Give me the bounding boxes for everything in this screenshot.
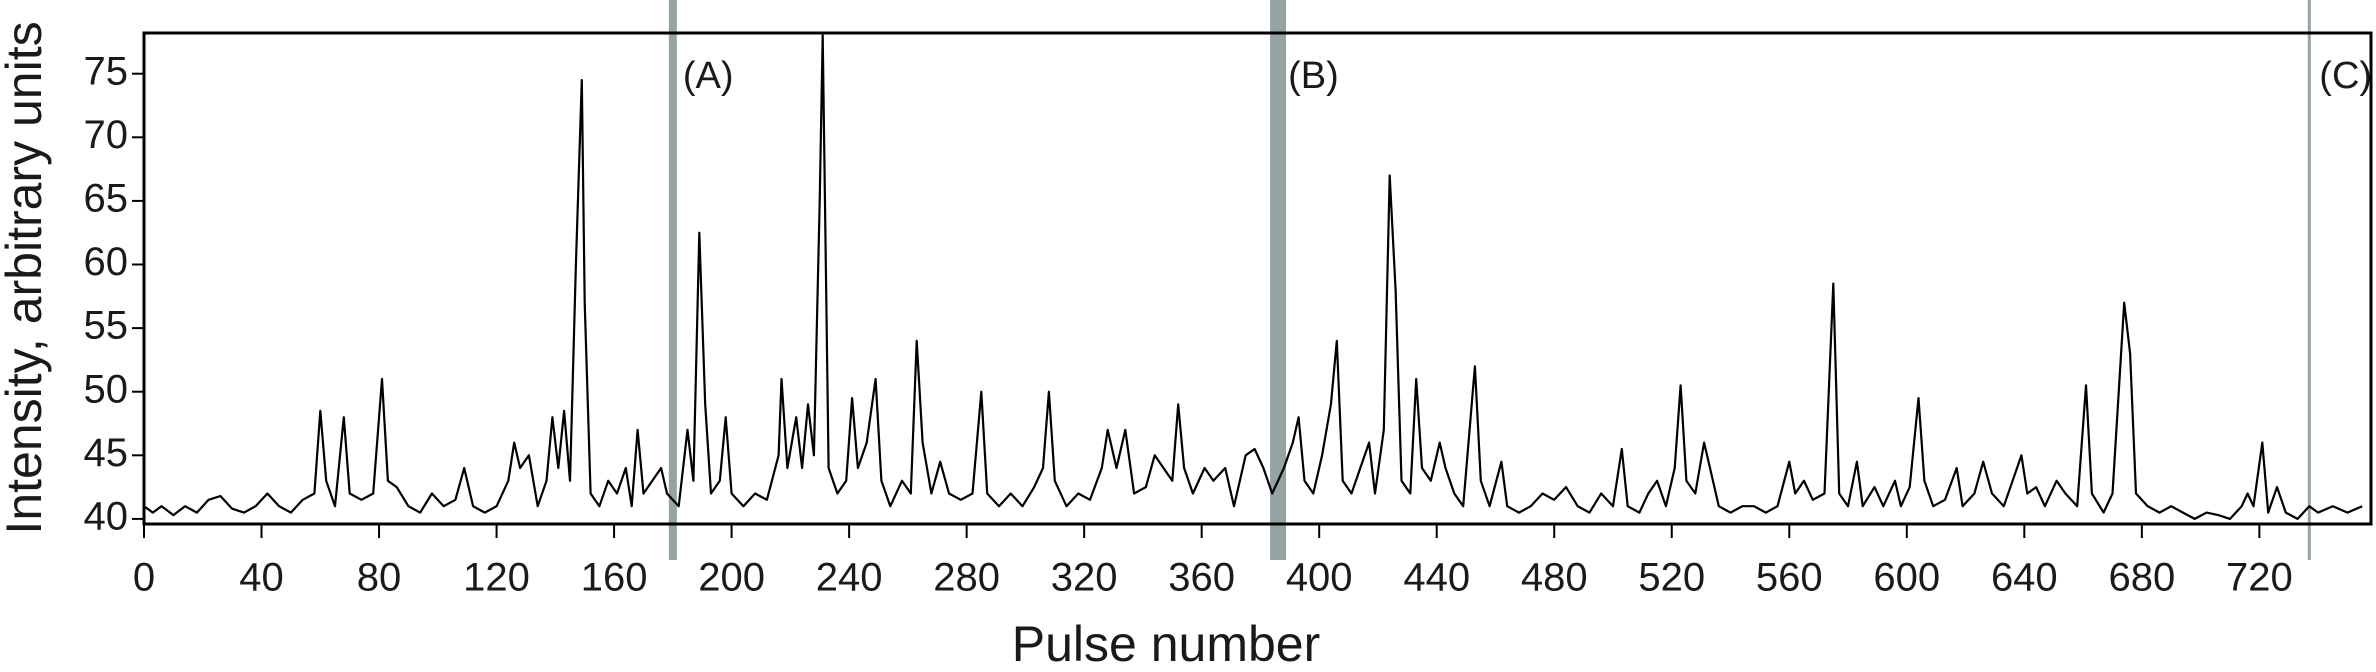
annotation: (A) xyxy=(683,55,734,97)
y-tick-label: 75 xyxy=(84,49,129,93)
x-tick-label: 160 xyxy=(581,556,648,600)
annotation: (B) xyxy=(1288,55,1339,97)
annotation: (C) xyxy=(2319,55,2372,97)
x-tick-label: 40 xyxy=(239,556,284,600)
x-tick-label: 680 xyxy=(2108,556,2175,600)
x-tick-label: 480 xyxy=(1521,556,1588,600)
x-tick-label: 720 xyxy=(2226,556,2293,600)
y-tick-label: 45 xyxy=(84,431,129,475)
x-tick-label: 320 xyxy=(1051,556,1118,600)
x-tick-label: 600 xyxy=(1873,556,1940,600)
x-tick-label: 200 xyxy=(698,556,765,600)
x-tick-label: 640 xyxy=(1991,556,2058,600)
y-tick-label: 55 xyxy=(84,304,129,348)
data-line xyxy=(143,34,2363,520)
x-tick-label: 360 xyxy=(1168,556,1235,600)
x-tick-label: 560 xyxy=(1756,556,1823,600)
plot-frame xyxy=(142,31,2373,526)
x-tick-label: 120 xyxy=(463,556,530,600)
x-tick-label: 0 xyxy=(133,556,155,600)
y-tick-label: 40 xyxy=(84,494,129,538)
x-axis-title: Pulse number xyxy=(1012,616,1321,672)
y-tick-label: 65 xyxy=(84,176,129,220)
y-tick-label: 60 xyxy=(84,240,129,284)
y-axis-title: Intensity, arbitrary units xyxy=(0,21,52,534)
x-tick-label: 520 xyxy=(1638,556,1705,600)
x-tick-label: 80 xyxy=(357,556,402,600)
x-tick-label: 440 xyxy=(1403,556,1470,600)
y-tick-label: 50 xyxy=(84,367,129,411)
x-tick-label: 400 xyxy=(1286,556,1353,600)
x-tick-label: 280 xyxy=(933,556,1000,600)
y-tick-label: 70 xyxy=(84,113,129,157)
x-tick-label: 240 xyxy=(816,556,883,600)
